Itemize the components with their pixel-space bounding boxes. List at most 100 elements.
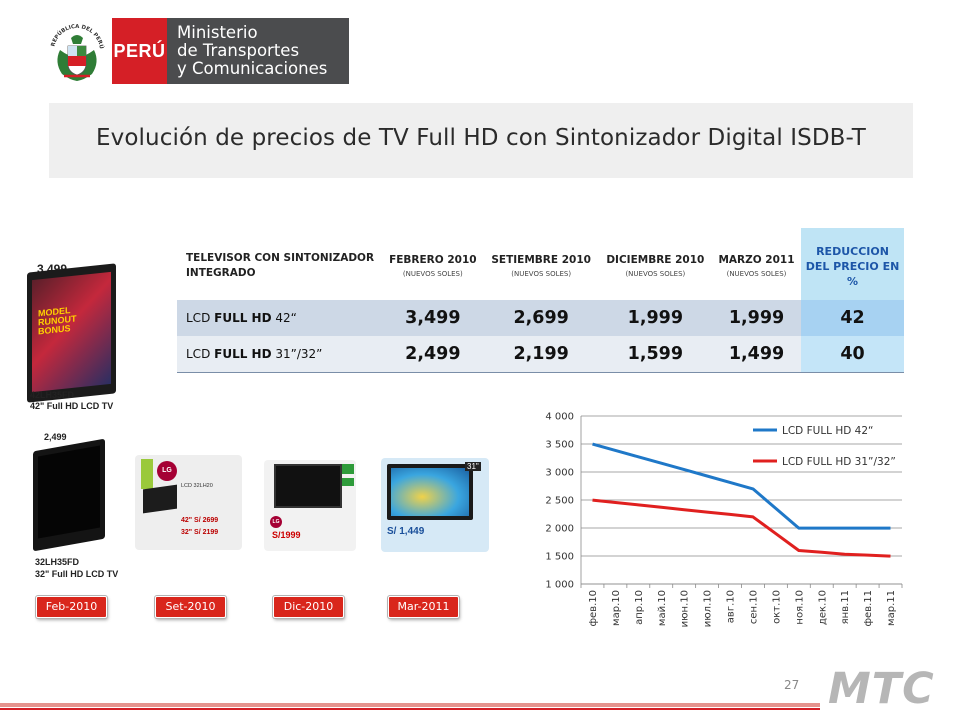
chart-ytick-label: 2 500 <box>545 496 574 507</box>
slide-title: Evolución de precios de TV Full HD con S… <box>96 125 866 151</box>
price-cell: 1,499 <box>712 336 801 373</box>
tv32-model: 32LH35FD <box>35 557 80 567</box>
table-header: DICIEMBRE 2010 (NUEVOS SOLES) <box>599 228 712 300</box>
ministry-line-3: y Comunicaciones <box>177 59 328 78</box>
header-label: TELEVISOR CON SINTONIZADOR INTEGRADO <box>186 252 375 279</box>
header-label: FEBRERO 2010 <box>389 253 477 266</box>
chart-xtick-label: окт.10 <box>771 590 782 624</box>
tv32-image <box>33 438 105 552</box>
chart-xtick-label: июн.10 <box>680 590 691 627</box>
tv32-caption: 32LH35FD 32" Full HD LCD TV <box>35 556 118 580</box>
price-cell: 1,999 <box>712 300 801 336</box>
header-label: REDUCCION DEL PRECIO EN % <box>805 244 900 288</box>
row-label-suffix: 42“ <box>271 311 297 325</box>
date-label-set-2010: Set-2010 <box>155 596 226 618</box>
date-label-dic-2010: Dic-2010 <box>273 596 344 618</box>
ad-flyer-mar: 31" S/ 1,449 <box>381 458 489 552</box>
title-band: Evolución de precios de TV Full HD con S… <box>49 103 913 178</box>
ad3-tv-icon <box>387 464 473 520</box>
chart-ytick-label: 1 000 <box>545 580 574 591</box>
chart-xtick-label: ноя.10 <box>794 590 805 625</box>
table-row: LCD FULL HD 31”/32” 2,499 2,199 1,599 1,… <box>177 336 904 373</box>
price-cell: 2,499 <box>382 336 484 373</box>
ad-flyer-feb: LG LCD 32LH20 42" S/ 2699 32" S/ 2199 <box>135 455 242 550</box>
chart-ytick-label: 3 500 <box>545 440 574 451</box>
ad3-price: S/ 1,449 <box>387 526 425 537</box>
tv32-price: 2,499 <box>44 432 67 442</box>
header-label: DICIEMBRE 2010 <box>606 253 705 266</box>
ad1-tag-icon <box>141 459 153 489</box>
lg-logo-icon: LG <box>157 461 177 481</box>
header-label: SETIEMBRE 2010 <box>491 253 591 266</box>
footer-divider <box>0 703 820 707</box>
tv42-image: MODEL RUNOUT BONUS <box>27 263 116 403</box>
tv32-screen <box>38 445 100 539</box>
chart-legend-label: LCD FULL HD 42“ <box>782 425 874 437</box>
price-evolution-chart: 4 000 3 500 3 000 2 500 2 000 1 500 1 000 фев.1… <box>525 404 905 656</box>
header-sub: (NUEVOS SOLES) <box>402 269 463 278</box>
ad1-price-32: 32" S/ 2199 <box>181 529 219 536</box>
tv42-screen: MODEL RUNOUT BONUS <box>32 271 111 393</box>
ad2-tv-icon <box>274 464 342 508</box>
chart-xtick-label: сен.10 <box>748 590 759 624</box>
chart-ytick-label: 3 000 <box>545 468 574 479</box>
table-header-reduction: REDUCCION DEL PRECIO EN % <box>801 228 904 300</box>
ministry-line-1: Ministerio <box>177 23 258 42</box>
table-header: SETIEMBRE 2010 (NUEVOS SOLES) <box>484 228 599 300</box>
chart-svg: 4 000 3 500 3 000 2 500 2 000 1 500 1 000 фев.1… <box>545 412 903 627</box>
chart-xtick-label: дек.10 <box>817 590 828 625</box>
row-label: LCD FULL HD 42“ <box>177 300 382 336</box>
row-label-prefix: LCD <box>186 346 215 361</box>
ad1-price-42: 42" S/ 2699 <box>181 517 219 524</box>
reduction-cell: 42 <box>801 300 904 336</box>
chart-xtick-label: мар.10 <box>611 590 622 626</box>
price-cell: 2,699 <box>483 300 599 336</box>
ad2-badge-icon <box>342 464 354 474</box>
row-label-suffix: 31”/32” <box>271 346 323 361</box>
ministry-name: Ministerio de Transportes y Comunicacion… <box>167 18 349 84</box>
ad3-screen <box>391 468 469 516</box>
reduction-cell: 40 <box>801 336 904 373</box>
peru-label: PERÚ <box>112 18 167 84</box>
tv42-model: 42LH35FD <box>30 390 75 400</box>
row-label-bold: FULL HD <box>214 311 272 325</box>
ad3-size: 31" <box>465 462 481 471</box>
table-header: FEBRERO 2010 (NUEVOS SOLES) <box>382 228 484 300</box>
chart-xtick-label: фев.11 <box>863 590 874 627</box>
table-header: TELEVISOR CON SINTONIZADOR INTEGRADO <box>177 228 382 300</box>
date-label-feb-2010: Feb-2010 <box>36 596 107 618</box>
page-number: 27 <box>784 678 800 692</box>
ad1-tv-icon <box>143 484 177 514</box>
header-label: MARZO 2011 <box>718 253 795 266</box>
chart-xtick-label: май.10 <box>657 590 668 626</box>
chart-ytick-label: 4 000 <box>545 412 574 423</box>
chart-xtick-label: янв.11 <box>840 590 851 624</box>
chart-series-line-2 <box>592 498 891 558</box>
ad1-model: LCD 32LH20 <box>181 483 213 489</box>
chart-ytick-label: 1 500 <box>545 552 574 563</box>
lg-logo-icon: LG <box>270 516 282 528</box>
price-cell: 2,199 <box>483 336 599 373</box>
tv42-desc: 42" Full HD LCD TV <box>30 401 114 411</box>
chart-ytick-label: 2 000 <box>545 524 574 535</box>
ad2-badge-icon-2 <box>342 478 354 486</box>
header-sub: (NUEVOS SOLES) <box>625 269 686 278</box>
header-sub: (NUEVOS SOLES) <box>726 269 787 278</box>
table-header-row: TELEVISOR CON SINTONIZADOR INTEGRADO FEB… <box>177 228 904 300</box>
header-sub: (NUEVOS SOLES) <box>511 269 572 278</box>
tv32-desc: 32" Full HD LCD TV <box>35 569 119 579</box>
ministry-logo: REPÚBLICA DEL PERÚ PERÚ Ministerio de Tr… <box>46 18 349 88</box>
mtc-brand-logo: MTC <box>828 664 935 714</box>
date-label-mar-2011: Mar-2011 <box>388 596 459 618</box>
row-label-prefix: LCD <box>186 311 215 325</box>
chart-series-line-1 <box>592 442 891 530</box>
chart-xtick-label: фев.10 <box>588 590 599 627</box>
table-header: MARZO 2011 (NUEVOS SOLES) <box>712 228 801 300</box>
ad2-price: S/1999 <box>272 530 301 540</box>
ministry-line-2: de Transportes <box>177 41 300 60</box>
price-cell: 1,999 <box>598 300 712 336</box>
chart-xtick-label: авг.10 <box>726 590 737 623</box>
chart-xtick-label: июл.10 <box>703 590 714 627</box>
tv42-promo: MODEL RUNOUT BONUS <box>38 305 77 337</box>
chart-legend-label: LCD FULL HD 31”/32” <box>782 456 896 468</box>
